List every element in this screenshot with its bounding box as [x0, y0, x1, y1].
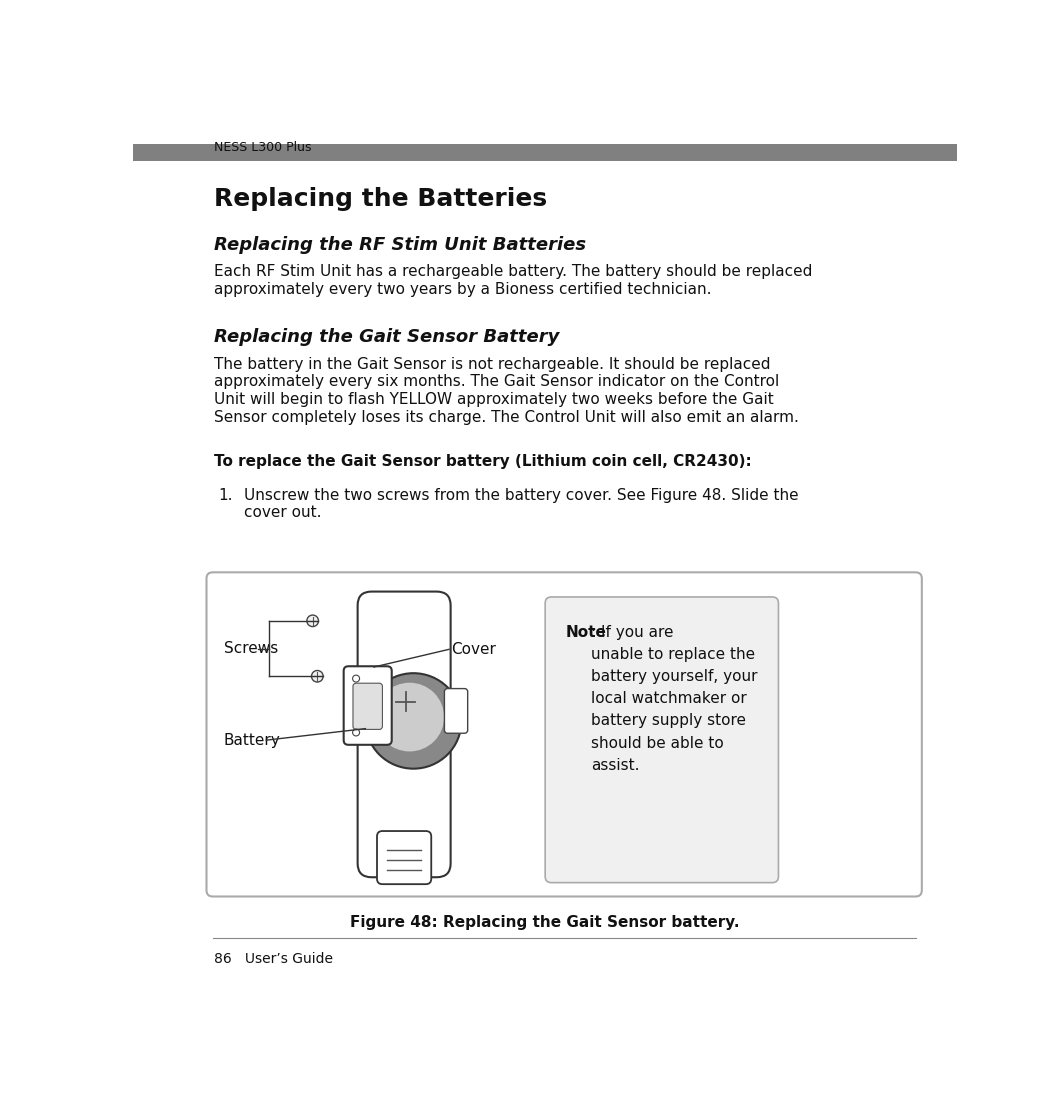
Text: Battery: Battery	[223, 733, 281, 747]
Circle shape	[353, 675, 359, 682]
FancyBboxPatch shape	[545, 597, 778, 882]
Text: : If you are
unable to replace the
battery yourself, your
local watchmaker or
ba: : If you are unable to replace the batte…	[591, 624, 758, 773]
FancyBboxPatch shape	[353, 684, 383, 730]
Circle shape	[311, 670, 323, 682]
Text: Each RF Stim Unit has a rechargeable battery. The battery should be replaced: Each RF Stim Unit has a rechargeable bat…	[215, 265, 812, 279]
Text: 86   User’s Guide: 86 User’s Guide	[215, 952, 333, 966]
Text: Replacing the RF Stim Unit Batteries: Replacing the RF Stim Unit Batteries	[215, 236, 587, 254]
Text: Replacing the Batteries: Replacing the Batteries	[215, 187, 547, 211]
FancyBboxPatch shape	[444, 689, 468, 733]
Text: NESS L300 Plus: NESS L300 Plus	[215, 141, 311, 154]
FancyBboxPatch shape	[133, 144, 957, 162]
Text: Sensor completely loses its charge. The Control Unit will also emit an alarm.: Sensor completely loses its charge. The …	[215, 410, 799, 425]
Circle shape	[366, 674, 461, 768]
Circle shape	[375, 682, 444, 752]
FancyBboxPatch shape	[377, 831, 432, 885]
FancyBboxPatch shape	[343, 666, 392, 745]
Text: Figure 48: Replacing the Gait Sensor battery.: Figure 48: Replacing the Gait Sensor bat…	[350, 915, 740, 930]
Text: approximately every six months. The Gait Sensor indicator on the Control: approximately every six months. The Gait…	[215, 375, 779, 389]
Text: Replacing the Gait Sensor Battery: Replacing the Gait Sensor Battery	[215, 329, 559, 346]
Text: cover out.: cover out.	[243, 506, 321, 520]
Text: Unit will begin to flash YELLOW approximately two weeks before the Gait: Unit will begin to flash YELLOW approxim…	[215, 392, 774, 407]
FancyBboxPatch shape	[206, 573, 922, 897]
Text: Note: Note	[566, 624, 606, 640]
Text: To replace the Gait Sensor battery (Lithium coin cell, CR2430):: To replace the Gait Sensor battery (Lith…	[215, 454, 752, 469]
Text: Unscrew the two screws from the battery cover. See Figure 48. Slide the: Unscrew the two screws from the battery …	[243, 488, 798, 502]
FancyBboxPatch shape	[357, 591, 451, 877]
Text: approximately every two years by a Bioness certified technician.: approximately every two years by a Bione…	[215, 282, 712, 297]
Text: 1.: 1.	[218, 488, 233, 502]
Circle shape	[307, 615, 319, 626]
Circle shape	[353, 729, 359, 736]
Text: The battery in the Gait Sensor is not rechargeable. It should be replaced: The battery in the Gait Sensor is not re…	[215, 357, 771, 371]
Text: Cover: Cover	[451, 642, 495, 657]
Text: Screws: Screws	[223, 641, 277, 656]
